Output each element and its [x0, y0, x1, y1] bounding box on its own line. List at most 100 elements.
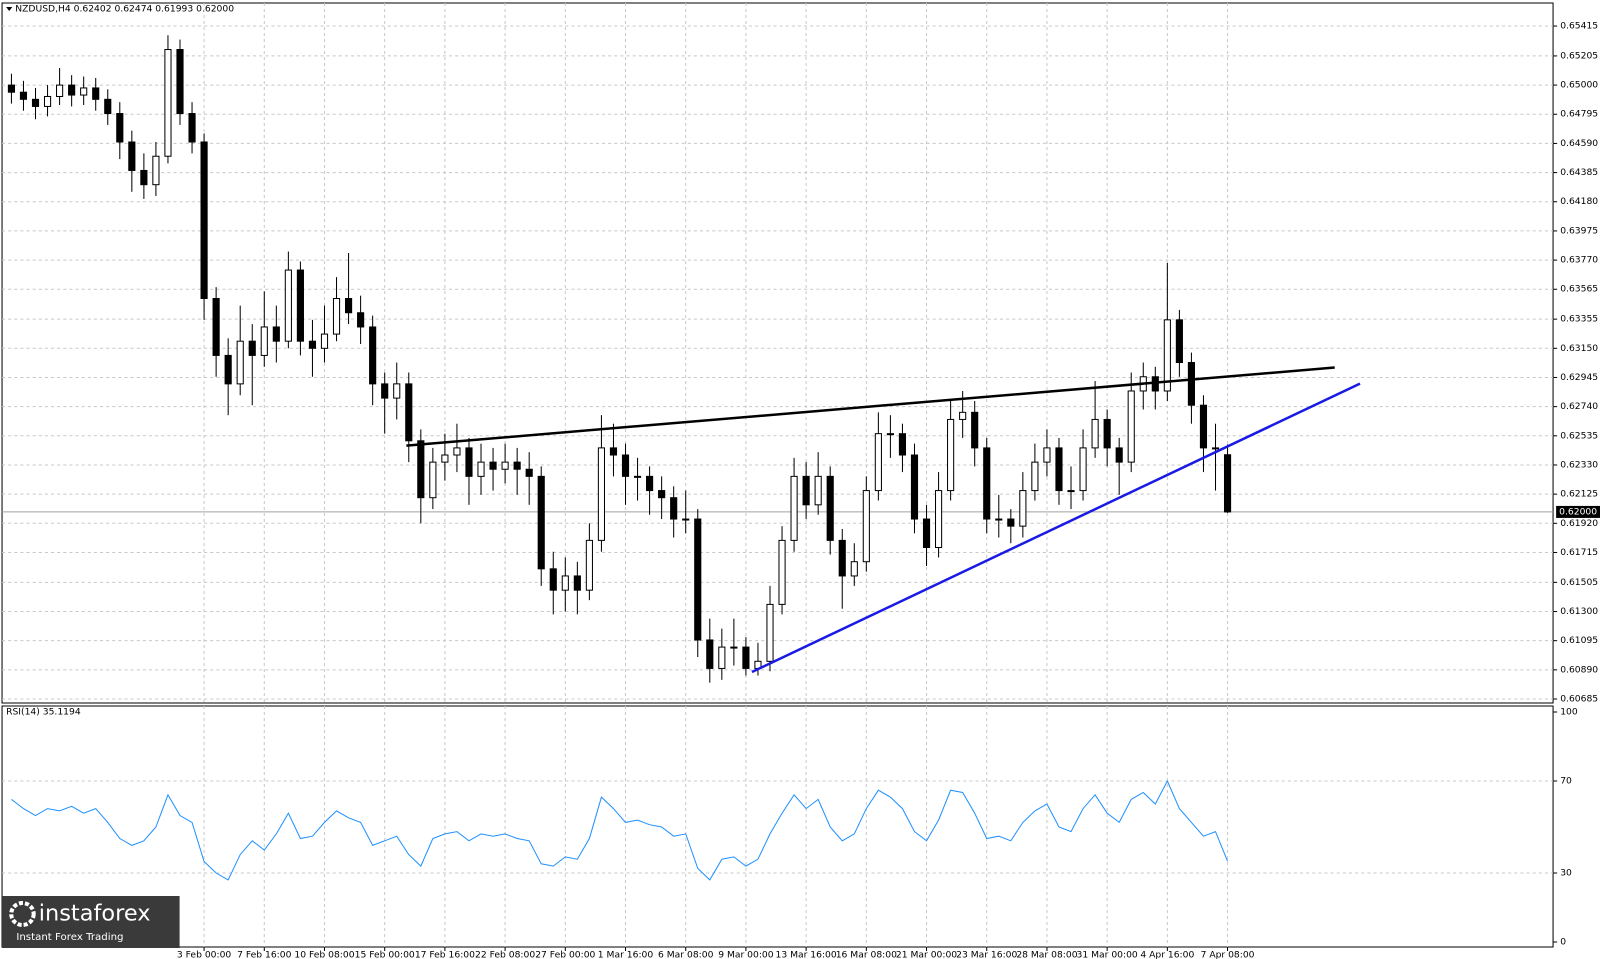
- candle-body: [670, 497, 678, 520]
- y-tick-label: 0.64590: [1560, 139, 1598, 149]
- y-tick-label: 0.63975: [1560, 226, 1598, 236]
- watermark-subtitle: Instant Forex Trading: [16, 932, 123, 943]
- candle-body: [296, 269, 304, 342]
- y-tick-label: 0.63355: [1560, 315, 1598, 325]
- candle-body: [971, 411, 979, 449]
- x-tick-label: 7 Apr 08:00: [1201, 951, 1255, 959]
- candle-body: [1091, 418, 1099, 449]
- y-tick-label: 0.63770: [1560, 256, 1598, 266]
- candle-body: [31, 98, 40, 107]
- candle-body: [850, 561, 858, 577]
- candle-body: [128, 141, 136, 171]
- candle-body: [1211, 447, 1220, 450]
- candle-body: [633, 475, 642, 478]
- candle-body: [1019, 490, 1027, 527]
- candle-body: [898, 433, 907, 456]
- candle-body: [345, 298, 353, 314]
- candle-body: [477, 461, 485, 477]
- candle-body: [947, 418, 955, 492]
- candle-body: [621, 454, 630, 477]
- candle-body: [501, 461, 509, 470]
- x-tick-label: 6 Mar 08:00: [658, 951, 714, 959]
- candle-body: [381, 383, 389, 399]
- x-tick-label: 17 Feb 16:00: [415, 951, 475, 959]
- x-tick-label: 13 Mar 16:00: [776, 951, 837, 959]
- x-tick-label: 9 Mar 00:00: [718, 951, 774, 959]
- candle-body: [537, 475, 545, 570]
- candle-body: [236, 340, 244, 385]
- y-tick-label: 0.61095: [1560, 636, 1598, 646]
- candle-body: [212, 298, 220, 356]
- x-tick-label: 1 Mar 16:00: [598, 951, 654, 959]
- last-price-label: 0.62000: [1559, 507, 1597, 517]
- y-tick-label: 0.64180: [1560, 197, 1598, 207]
- candle-body: [1007, 518, 1015, 527]
- candle-body: [140, 169, 148, 186]
- candle-body: [429, 461, 437, 499]
- watermark-logo: [9, 901, 36, 927]
- candle-body: [332, 298, 341, 335]
- chart-title: NZDUSD,H4 0.62402 0.62474 0.61993 0.6200…: [15, 5, 234, 15]
- candle-body: [1187, 362, 1195, 406]
- x-tick-label: 3 Feb 00:00: [177, 951, 232, 959]
- y-tick-label: 0.63565: [1560, 285, 1598, 295]
- candle-body: [694, 518, 702, 641]
- candle-body: [308, 340, 317, 349]
- candle-body: [357, 312, 365, 328]
- x-tick-label: 22 Feb 08:00: [475, 951, 535, 959]
- y-tick-label: 0.62125: [1560, 490, 1598, 500]
- candle-body: [838, 539, 846, 577]
- candle-body: [92, 87, 100, 100]
- candle-body: [200, 141, 208, 300]
- candle-body: [513, 461, 521, 470]
- candle-body: [862, 490, 870, 563]
- candle-body: [417, 440, 425, 499]
- candle-body: [910, 454, 919, 520]
- candle-body: [995, 518, 1003, 521]
- candle-body: [573, 575, 581, 591]
- candle-body: [1223, 454, 1232, 513]
- watermark-title: instaforex: [39, 901, 151, 927]
- candle-body: [68, 84, 76, 96]
- candle-body: [1043, 447, 1051, 463]
- candle-body: [284, 269, 292, 342]
- candle-body: [549, 568, 557, 591]
- title-arrow: [6, 7, 13, 11]
- y-tick-label: 0.65205: [1560, 51, 1598, 61]
- y-tick-label: 0: [1560, 938, 1566, 948]
- candle-body: [706, 639, 714, 669]
- x-tick-label: 28 Mar 08:00: [1016, 951, 1077, 959]
- trendline: [751, 382, 1361, 674]
- price-panel: [1, 2, 1554, 704]
- candle-body: [1055, 447, 1063, 492]
- rsi-line: [11, 779, 1229, 881]
- candle-body: [609, 447, 618, 456]
- y-tick-label: 0.62330: [1560, 461, 1598, 471]
- candle-body: [116, 113, 124, 143]
- y-tick-label: 0.65415: [1560, 22, 1598, 32]
- candle-body: [248, 340, 256, 356]
- candle-body: [465, 447, 473, 477]
- x-tick-label: 27 Feb 00:00: [535, 951, 595, 959]
- y-tick-label: 0.64385: [1560, 168, 1598, 178]
- x-tick-label: 16 Mar 08:00: [836, 951, 897, 959]
- candle-body: [525, 468, 533, 477]
- candle-body: [959, 411, 967, 420]
- candle-body: [19, 91, 28, 100]
- candle-body: [597, 447, 606, 541]
- candle-body: [164, 49, 172, 157]
- candle-body: [80, 87, 88, 96]
- x-tick-label: 10 Feb 08:00: [294, 951, 354, 959]
- y-tick-label: 0.62535: [1560, 431, 1598, 441]
- candle-body: [104, 98, 112, 115]
- candle-body: [561, 575, 569, 591]
- x-tick-label: 21 Mar 00:00: [896, 951, 957, 959]
- candle-body: [7, 84, 15, 93]
- y-tick-label: 0.64795: [1560, 110, 1598, 120]
- candle-body: [320, 333, 329, 349]
- candle-body: [1103, 418, 1111, 449]
- last-price-box: [1556, 505, 1600, 518]
- y-tick-label: 0.61505: [1560, 578, 1598, 588]
